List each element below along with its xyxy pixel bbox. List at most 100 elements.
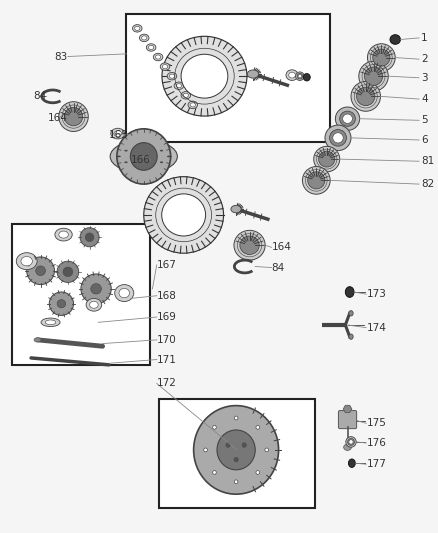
Ellipse shape <box>162 36 247 116</box>
Ellipse shape <box>160 150 163 151</box>
Ellipse shape <box>132 25 142 32</box>
Ellipse shape <box>142 164 145 165</box>
Ellipse shape <box>55 228 72 241</box>
Ellipse shape <box>162 64 168 69</box>
Ellipse shape <box>349 334 353 340</box>
Ellipse shape <box>349 311 353 316</box>
Bar <box>159 399 315 508</box>
Ellipse shape <box>162 194 205 236</box>
Ellipse shape <box>339 111 355 126</box>
Ellipse shape <box>45 320 56 325</box>
Ellipse shape <box>333 133 343 143</box>
Ellipse shape <box>153 53 163 61</box>
Text: 4: 4 <box>421 94 428 104</box>
Text: 177: 177 <box>367 459 387 469</box>
Ellipse shape <box>117 156 120 157</box>
Ellipse shape <box>247 70 259 78</box>
Ellipse shape <box>344 444 351 450</box>
Ellipse shape <box>131 143 157 170</box>
Ellipse shape <box>234 480 238 483</box>
Text: 174: 174 <box>367 322 387 333</box>
FancyBboxPatch shape <box>339 410 357 429</box>
Ellipse shape <box>125 150 127 151</box>
Ellipse shape <box>286 70 298 80</box>
Ellipse shape <box>213 425 216 429</box>
Ellipse shape <box>141 36 147 40</box>
Ellipse shape <box>34 338 41 342</box>
Text: 168: 168 <box>157 290 177 301</box>
Ellipse shape <box>183 93 188 98</box>
Ellipse shape <box>170 74 175 78</box>
Ellipse shape <box>234 230 265 260</box>
Ellipse shape <box>174 82 184 90</box>
Text: 171: 171 <box>157 354 177 365</box>
Ellipse shape <box>256 425 260 429</box>
Ellipse shape <box>168 156 170 157</box>
Ellipse shape <box>80 228 99 247</box>
Text: 173: 173 <box>367 289 387 299</box>
Ellipse shape <box>298 75 302 78</box>
Ellipse shape <box>85 233 94 241</box>
Text: 2: 2 <box>421 54 428 64</box>
Ellipse shape <box>226 443 230 447</box>
Ellipse shape <box>181 92 191 99</box>
Text: 169: 169 <box>157 312 177 322</box>
Ellipse shape <box>357 87 375 106</box>
Ellipse shape <box>296 72 304 80</box>
Text: 176: 176 <box>367 438 387 448</box>
Ellipse shape <box>325 125 351 151</box>
Ellipse shape <box>59 231 68 238</box>
Ellipse shape <box>194 406 279 494</box>
Text: 3: 3 <box>421 73 428 83</box>
Ellipse shape <box>231 205 241 213</box>
Ellipse shape <box>314 147 340 172</box>
Ellipse shape <box>289 72 295 78</box>
Ellipse shape <box>36 266 46 276</box>
Ellipse shape <box>256 471 260 474</box>
Bar <box>11 224 150 365</box>
Ellipse shape <box>329 130 346 146</box>
Ellipse shape <box>119 288 130 298</box>
Ellipse shape <box>146 44 156 51</box>
Ellipse shape <box>139 34 149 42</box>
Text: 175: 175 <box>367 418 387 429</box>
Text: 81: 81 <box>421 156 434 166</box>
Ellipse shape <box>217 430 255 470</box>
Ellipse shape <box>346 437 356 447</box>
Ellipse shape <box>345 287 354 297</box>
Ellipse shape <box>204 448 207 452</box>
Ellipse shape <box>49 292 74 316</box>
Ellipse shape <box>181 54 228 98</box>
Text: 165: 165 <box>109 130 129 140</box>
Ellipse shape <box>359 61 388 91</box>
Ellipse shape <box>308 172 325 189</box>
Ellipse shape <box>390 35 400 44</box>
Ellipse shape <box>240 236 259 254</box>
Ellipse shape <box>114 131 122 136</box>
Ellipse shape <box>59 102 88 132</box>
Ellipse shape <box>27 257 54 285</box>
Ellipse shape <box>144 176 223 253</box>
Ellipse shape <box>319 151 335 167</box>
Text: 82: 82 <box>421 179 434 189</box>
Text: 1: 1 <box>421 33 428 43</box>
Ellipse shape <box>348 439 354 446</box>
Ellipse shape <box>125 162 127 163</box>
Ellipse shape <box>336 107 360 131</box>
Text: 170: 170 <box>157 335 177 345</box>
Ellipse shape <box>373 49 390 66</box>
Ellipse shape <box>16 253 37 270</box>
Text: 5: 5 <box>421 115 428 125</box>
Ellipse shape <box>81 274 111 304</box>
Ellipse shape <box>111 128 125 139</box>
Ellipse shape <box>41 318 60 327</box>
Ellipse shape <box>343 114 353 124</box>
Ellipse shape <box>155 55 161 59</box>
Ellipse shape <box>160 162 163 163</box>
Text: 6: 6 <box>421 135 428 145</box>
Text: 84: 84 <box>272 263 285 272</box>
Ellipse shape <box>142 148 145 149</box>
Ellipse shape <box>57 300 66 308</box>
Text: 84: 84 <box>33 91 46 101</box>
Text: 172: 172 <box>157 378 177 389</box>
